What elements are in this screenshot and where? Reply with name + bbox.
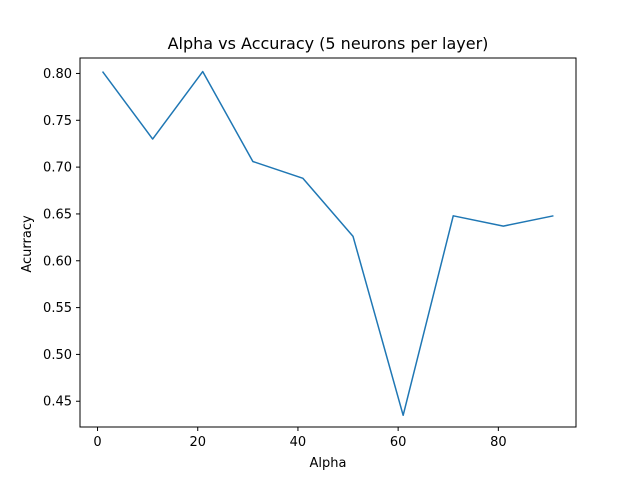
y-axis-label: Acurracy [20,215,35,273]
axes-frame [79,57,577,428]
y-tick-label: 0.75 [43,114,72,129]
y-tick-label: 0.60 [43,254,72,269]
y-tick-label: 0.65 [43,207,72,222]
y-tick-label: 0.80 [43,67,72,82]
y-tick-label: 0.70 [43,161,72,176]
plot-area: 0 20 40 60 80 0.45 0.50 0.55 0.60 0.65 0.70 0.75 0.8… [43,57,577,450]
y-tick-label: 0.55 [43,301,72,316]
x-tick-label: 20 [189,435,206,450]
x-tick-label: 60 [390,435,407,450]
x-tick-label: 0 [93,435,101,450]
y-tick-label: 0.45 [43,395,72,410]
y-tick-label: 0.50 [43,348,72,363]
chart-title: Alpha vs Accuracy (5 neurons per layer) [168,34,489,53]
x-tick-label: 80 [490,435,507,450]
series-line [101,70,554,417]
x-axis-label: Alpha [310,456,347,471]
x-tick-label: 40 [290,435,307,450]
